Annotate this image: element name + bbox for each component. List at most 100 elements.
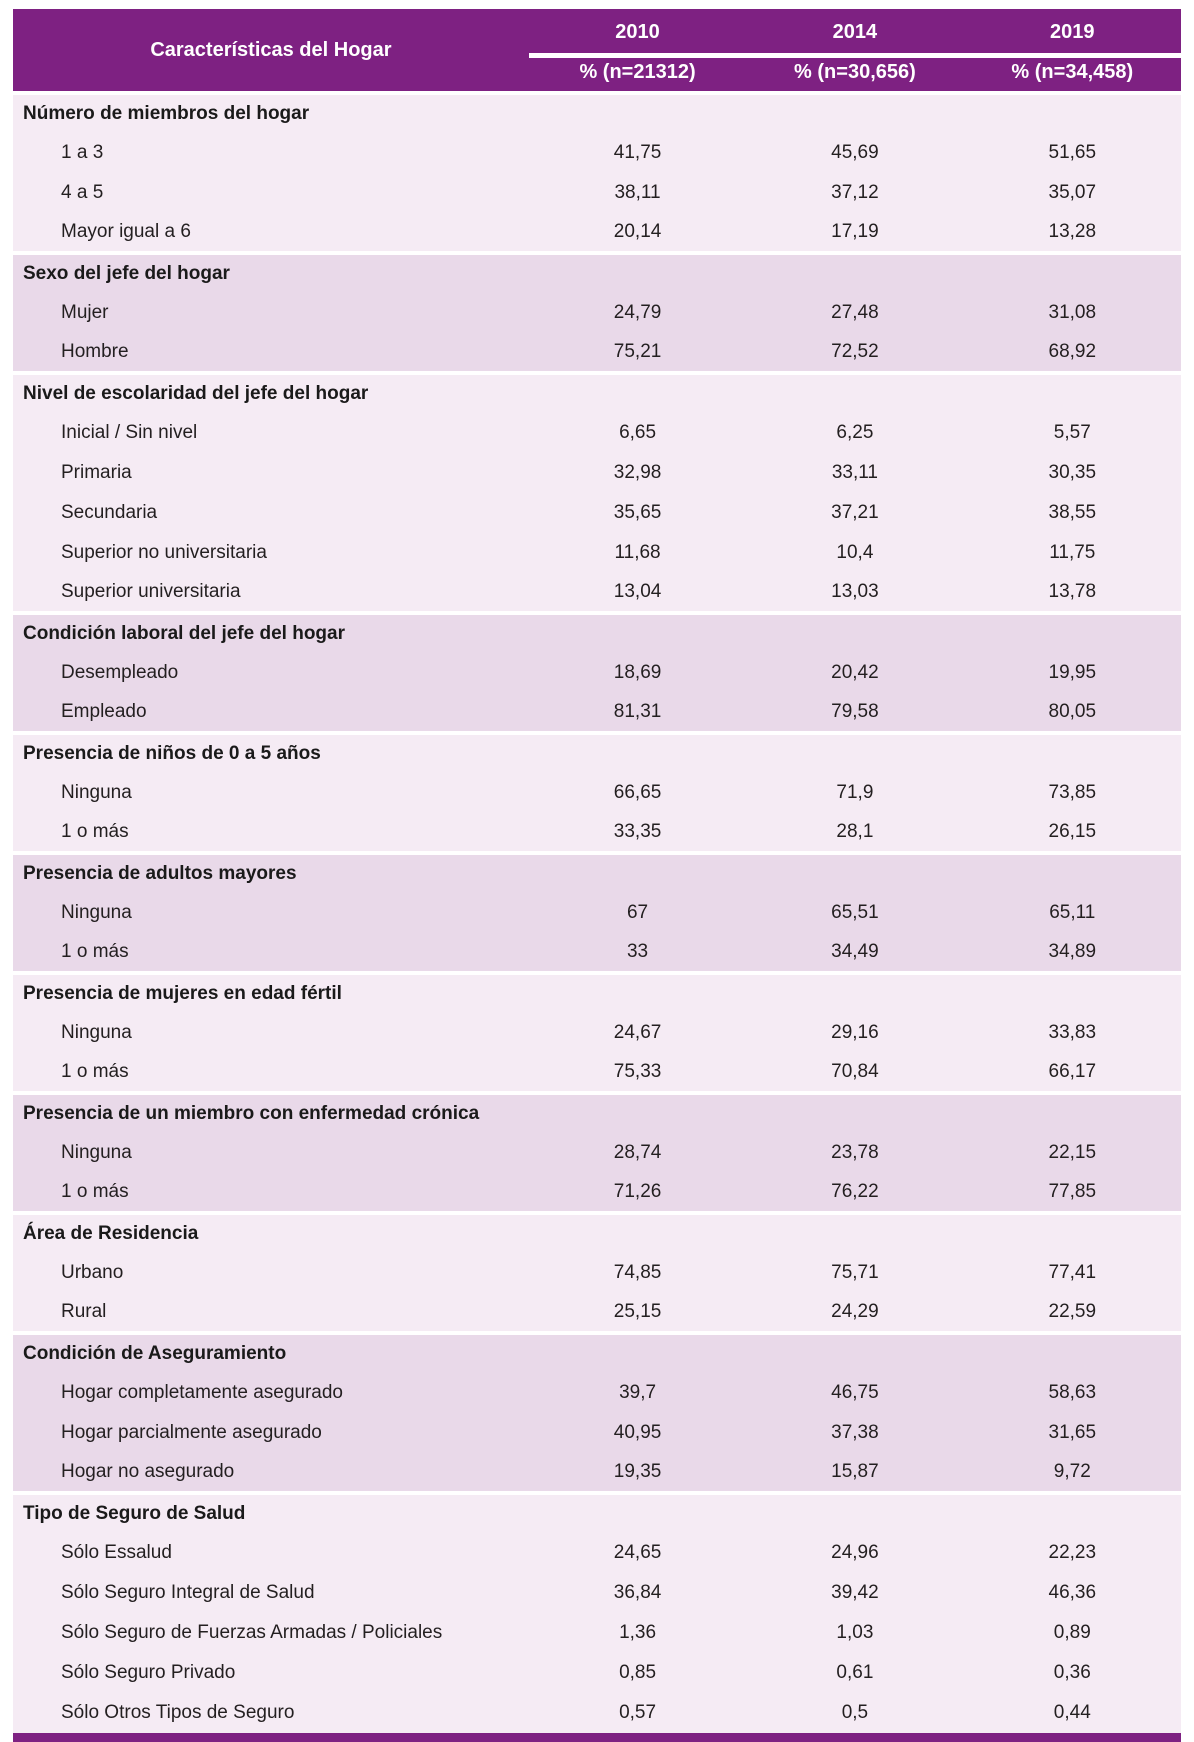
value-cell: 10,4 <box>746 533 964 573</box>
section-title: Nivel de escolaridad del jefe del hogar <box>13 371 1181 413</box>
row-label: Sólo Seguro Privado <box>13 1653 529 1693</box>
value-cell: 39,42 <box>746 1573 964 1613</box>
table-row: Hogar no asegurado 19,35 15,87 9,72 <box>13 1453 1181 1493</box>
table-row: Hogar parcialmente asegurado 40,95 37,38 31… <box>13 1413 1181 1453</box>
section-title: Sexo del jefe del hogar <box>13 251 1181 293</box>
row-label: Ninguna <box>13 1133 529 1173</box>
section-header-row: Nivel de escolaridad del jefe del hogar <box>13 371 1181 413</box>
table-row: Inicial / Sin nivel 6,65 6,25 5,57 <box>13 413 1181 453</box>
value-cell: 66,65 <box>528 773 747 813</box>
section-title: Presencia de niños de 0 a 5 años <box>13 731 1181 773</box>
value-cell: 46,36 <box>963 1573 1181 1613</box>
value-cell: 72,52 <box>746 333 964 373</box>
value-cell: 36,84 <box>528 1573 747 1613</box>
value-cell: 70,84 <box>746 1053 964 1093</box>
value-cell: 34,49 <box>746 933 964 973</box>
value-cell: 9,72 <box>963 1453 1181 1493</box>
value-cell: 19,35 <box>528 1453 747 1493</box>
row-label: Sólo Otros Tipos de Seguro <box>13 1693 529 1733</box>
row-label: Empleado <box>13 693 529 733</box>
value-cell: 75,71 <box>746 1253 964 1293</box>
section-title: Tipo de Seguro de Salud <box>13 1491 1181 1533</box>
row-label: Sólo Seguro Integral de Salud <box>13 1573 529 1613</box>
value-cell: 35,65 <box>528 493 747 533</box>
table-row: 4 a 5 38,11 37,12 35,07 <box>13 173 1181 213</box>
table-row: 1 o más 75,33 70,84 66,17 <box>13 1053 1181 1093</box>
value-cell: 38,55 <box>963 493 1181 533</box>
value-cell: 77,85 <box>963 1173 1181 1213</box>
table-row: Sólo Otros Tipos de Seguro 0,57 0,5 0,44 <box>13 1693 1181 1733</box>
value-cell: 65,11 <box>963 893 1181 933</box>
value-cell: 20,42 <box>746 653 964 693</box>
header-subheader-row: % (n=21312) % (n=30,656) % (n=34,458) <box>13 55 1181 93</box>
value-cell: 27,48 <box>746 293 964 333</box>
table-row: 1 o más 33 34,49 34,89 <box>13 933 1181 973</box>
row-label: Sólo Essalud <box>13 1533 529 1573</box>
value-cell: 51,65 <box>963 133 1181 173</box>
section-header-row: Sexo del jefe del hogar <box>13 251 1181 293</box>
value-cell: 6,65 <box>528 413 747 453</box>
value-cell: 33 <box>528 933 747 973</box>
row-label: 1 o más <box>13 933 529 973</box>
table-row: Rural 25,15 24,29 22,59 <box>13 1293 1181 1333</box>
value-cell: 0,57 <box>528 1693 747 1733</box>
value-cell: 17,19 <box>746 213 964 253</box>
value-cell: 41,75 <box>528 133 747 173</box>
table-row: Ninguna 28,74 23,78 22,15 <box>13 1133 1181 1173</box>
value-cell: 18,69 <box>528 653 747 693</box>
row-label: Secundaria <box>13 493 529 533</box>
value-cell: 38,11 <box>528 173 747 213</box>
value-cell: 33,83 <box>963 1013 1181 1053</box>
value-cell: 0,89 <box>963 1613 1181 1653</box>
value-cell: 13,78 <box>963 573 1181 613</box>
row-label: 1 a 3 <box>13 133 529 173</box>
table-body: Número de miembros del hogar 1 a 3 41,75 45… <box>13 91 1181 1733</box>
household-characteristics-table: Características del Hogar 2010 2014 2019… <box>13 9 1181 1733</box>
row-label: Desempleado <box>13 653 529 693</box>
row-label: Superior no universitaria <box>13 533 529 573</box>
table-row: 1 a 3 41,75 45,69 51,65 <box>13 133 1181 173</box>
table-row: Sólo Seguro de Fuerzas Armadas / Policia… <box>13 1613 1181 1653</box>
value-cell: 79,58 <box>746 693 964 733</box>
column-header-characteristics: Características del Hogar <box>13 9 529 93</box>
row-label: Urbano <box>13 1253 529 1293</box>
value-cell: 19,95 <box>963 653 1181 693</box>
value-cell: 24,96 <box>746 1533 964 1573</box>
value-cell: 20,14 <box>528 213 747 253</box>
row-label: Hogar completamente asegurado <box>13 1373 529 1413</box>
section-title: Presencia de adultos mayores <box>13 851 1181 893</box>
value-cell: 37,21 <box>746 493 964 533</box>
value-cell: 37,38 <box>746 1413 964 1453</box>
row-label: Hombre <box>13 333 529 373</box>
value-cell: 45,69 <box>746 133 964 173</box>
value-cell: 66,17 <box>963 1053 1181 1093</box>
value-cell: 31,65 <box>963 1413 1181 1453</box>
row-label: 1 o más <box>13 1053 529 1093</box>
value-cell: 28,74 <box>528 1133 747 1173</box>
table-row: 1 o más 71,26 76,22 77,85 <box>13 1173 1181 1213</box>
value-cell: 13,03 <box>746 573 964 613</box>
value-cell: 74,85 <box>528 1253 747 1293</box>
table-row: Ninguna 24,67 29,16 33,83 <box>13 1013 1181 1053</box>
value-cell: 65,51 <box>746 893 964 933</box>
value-cell: 58,63 <box>963 1373 1181 1413</box>
row-label: 1 o más <box>13 1173 529 1213</box>
value-cell: 40,95 <box>528 1413 747 1453</box>
header-years-row: Características del Hogar 2010 2014 2019 <box>13 9 1181 93</box>
table-row: Sólo Seguro Integral de Salud 36,84 39,42 4… <box>13 1573 1181 1613</box>
value-cell: 11,75 <box>963 533 1181 573</box>
table-row: Superior no universitaria 11,68 10,4 11,75 <box>13 533 1181 573</box>
table-row: Empleado 81,31 79,58 80,05 <box>13 693 1181 733</box>
row-label: Rural <box>13 1293 529 1333</box>
table-row: Superior universitaria 13,04 13,03 13,78 <box>13 573 1181 613</box>
table-row: Mujer 24,79 27,48 31,08 <box>13 293 1181 333</box>
value-cell: 23,78 <box>746 1133 964 1173</box>
value-cell: 25,15 <box>528 1293 747 1333</box>
value-cell: 80,05 <box>963 693 1181 733</box>
value-cell: 1,03 <box>746 1613 964 1653</box>
value-cell: 68,92 <box>963 333 1181 373</box>
value-cell: 0,85 <box>528 1653 747 1693</box>
table-row: Sólo Essalud 24,65 24,96 22,23 <box>13 1533 1181 1573</box>
table-row: Hombre 75,21 72,52 68,92 <box>13 333 1181 373</box>
section-title: Presencia de un miembro con enfermedad c… <box>13 1091 1181 1133</box>
